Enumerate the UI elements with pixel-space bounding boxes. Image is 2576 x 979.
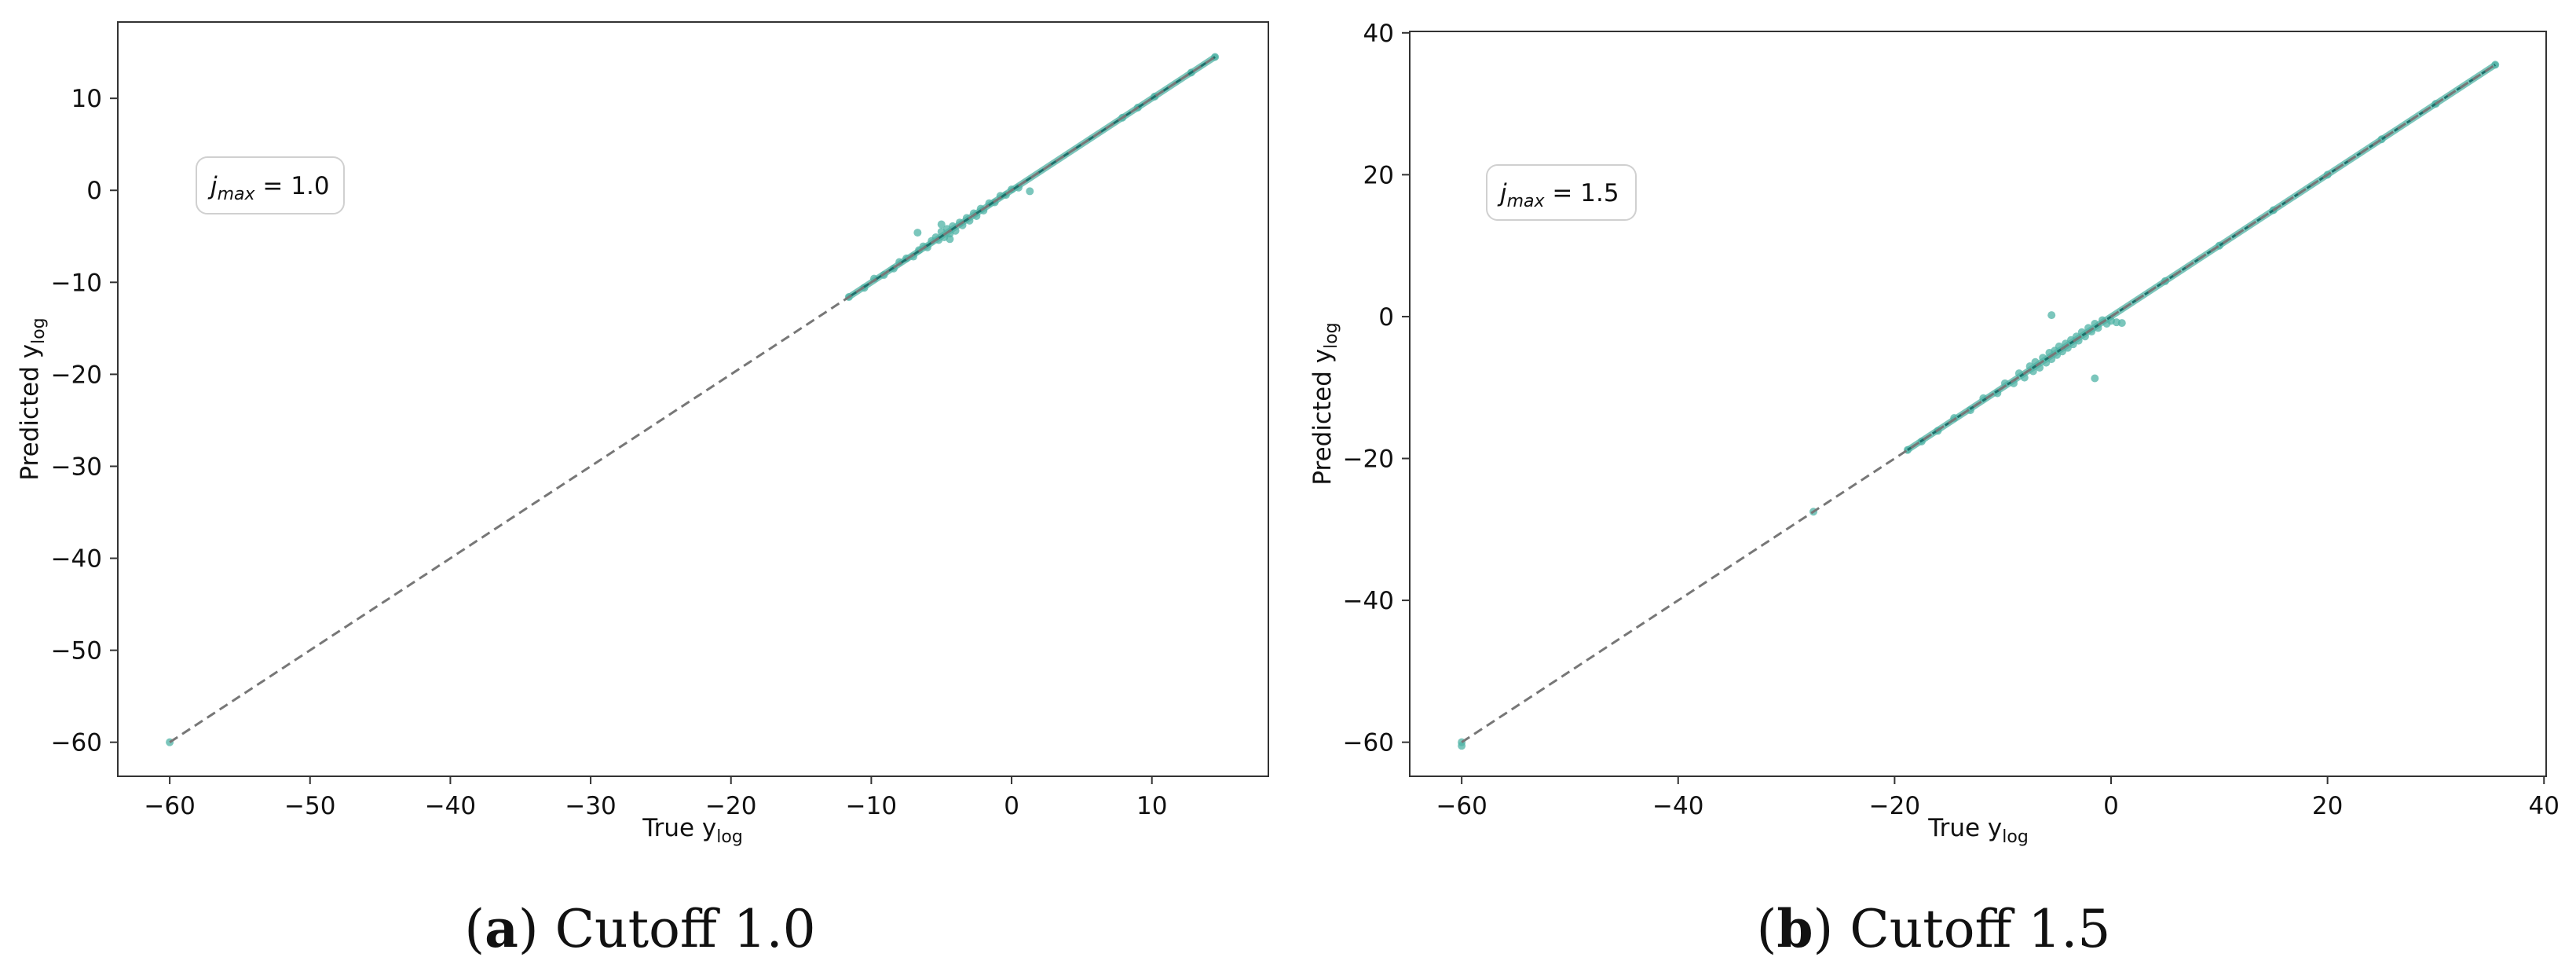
data-point-b-10 [2000,379,2009,387]
data-point-a-37 [937,220,946,229]
chart-marks-b [1458,60,2500,750]
caption-text-a: Cutoff 1.0 [555,899,816,959]
x-tick-label-b-3: 0 [2103,792,2119,820]
y-axis-label-text-a: Predicted y [16,344,44,481]
y-ticks-b: 40 20 0 −20 −40 −60 [1343,20,1410,757]
x-tick-label-b-4: 20 [2312,792,2343,820]
y-axis-label-text-b: Predicted y [1308,349,1337,486]
caption-paren-open-a: ( [464,899,485,959]
x-tick-label-a-1: −50 [284,792,335,820]
x-tick-label-b-1: −40 [1652,792,1703,820]
x-tick-label-a-6: 0 [1004,792,1019,820]
caption-a: (a) Cutoff 1.0 [464,898,815,959]
caption-letter-b: b [1776,898,1813,959]
caption-paren-open-b: ( [1757,899,1777,959]
x-tick-label-a-5: −10 [846,792,897,820]
x-tick-label-a-2: −40 [425,792,476,820]
caption-letter-a: a [485,898,518,959]
y-tick-label-a-2: −10 [51,269,102,297]
data-point-b-1 [1458,742,1466,750]
y-axis-label-sub-b: log [1322,322,1341,349]
y-tick-label-a-7: −60 [51,729,102,757]
y-tick-label-b-0: 40 [1363,20,1394,48]
data-point-b-44 [2091,374,2099,383]
panel-b: −60 −40 −20 0 20 40 40 20 0 −20 −40 −60 jmax = 1.5… [1308,20,2560,959]
y-tick-label-a-0: 10 [71,85,102,113]
caption-text-b: Cutoff 1.5 [1850,899,2110,959]
legend-var-b: j [1497,179,1507,207]
panel-a: −60 −50 −40 −30 −20 −10 0 10 10 0 −10 −20 −30 −40 −50… [16,21,1269,959]
y-ticks-a: 10 0 −10 −20 −30 −40 −50 −60 [51,85,118,757]
y-tick-label-a-5: −40 [51,545,102,574]
legend-rest-b: = 1.5 [1545,179,1619,207]
legend-box-a: jmax = 1.0 [196,156,345,214]
legend-annotation-a: jmax = 1.0 [207,172,330,204]
x-ticks-b: −60 −40 −20 0 20 40 [1436,776,2560,820]
x-tick-label-a-7: 10 [1136,792,1167,820]
x-tick-label-b-2: −20 [1869,792,1920,820]
caption-paren-close-a: ) [518,899,555,959]
x-axis-label-text-a: True y [642,814,716,842]
y-tick-label-a-3: −20 [51,361,102,389]
x-tick-label-b-5: 40 [2529,792,2560,820]
x-axis-label-sub-a: log [716,827,743,847]
x-axis-label-text-b: True y [1927,814,2002,842]
data-point-a-36 [913,229,922,237]
x-axis-label-b: True ylog [1927,814,2029,847]
data-point-b-43 [2047,311,2056,320]
y-tick-label-b-1: 20 [1363,161,1394,189]
y-tick-label-a-6: −50 [51,637,102,666]
caption-paren-close-b: ) [1813,899,1850,959]
y-tick-label-b-2: 0 [1378,303,1394,332]
legend-var-a: j [207,172,218,200]
legend-rest-a: = 1.0 [255,172,330,200]
reference-line-b [1461,64,2497,743]
x-ticks-a: −60 −50 −40 −30 −20 −10 0 10 [144,776,1167,820]
x-axis-label-a: True ylog [642,814,743,847]
x-tick-label-b-0: −60 [1436,792,1487,820]
x-tick-label-a-3: −30 [565,792,616,820]
y-axis-label-sub-a: log [29,317,49,344]
y-axis-label-a: Predicted ylog [16,317,49,480]
legend-annotation-b: jmax = 1.5 [1497,179,1619,211]
x-tick-label-a-0: −60 [144,792,195,820]
x-axis-label-sub-b: log [2002,827,2029,847]
data-point-a-35 [1026,187,1034,196]
caption-b: (b) Cutoff 1.5 [1757,898,2111,959]
chart-marks-a [166,53,1220,746]
y-axis-label-b: Predicted ylog [1308,322,1341,485]
legend-sub-b: max [1507,192,1546,211]
data-point-b-42 [2117,319,2126,328]
y-tick-label-b-5: −60 [1343,729,1394,757]
fit-line-a [847,56,1216,299]
legend-box-b: jmax = 1.5 [1486,164,1637,221]
y-tick-label-b-3: −20 [1343,446,1394,474]
y-tick-label-a-1: 0 [86,177,102,205]
y-tick-label-a-4: −30 [51,453,102,481]
data-point-a-38 [946,235,954,244]
legend-sub-a: max [218,185,256,204]
y-tick-label-b-4: −40 [1343,587,1394,615]
x-tick-label-a-4: −20 [705,792,756,820]
